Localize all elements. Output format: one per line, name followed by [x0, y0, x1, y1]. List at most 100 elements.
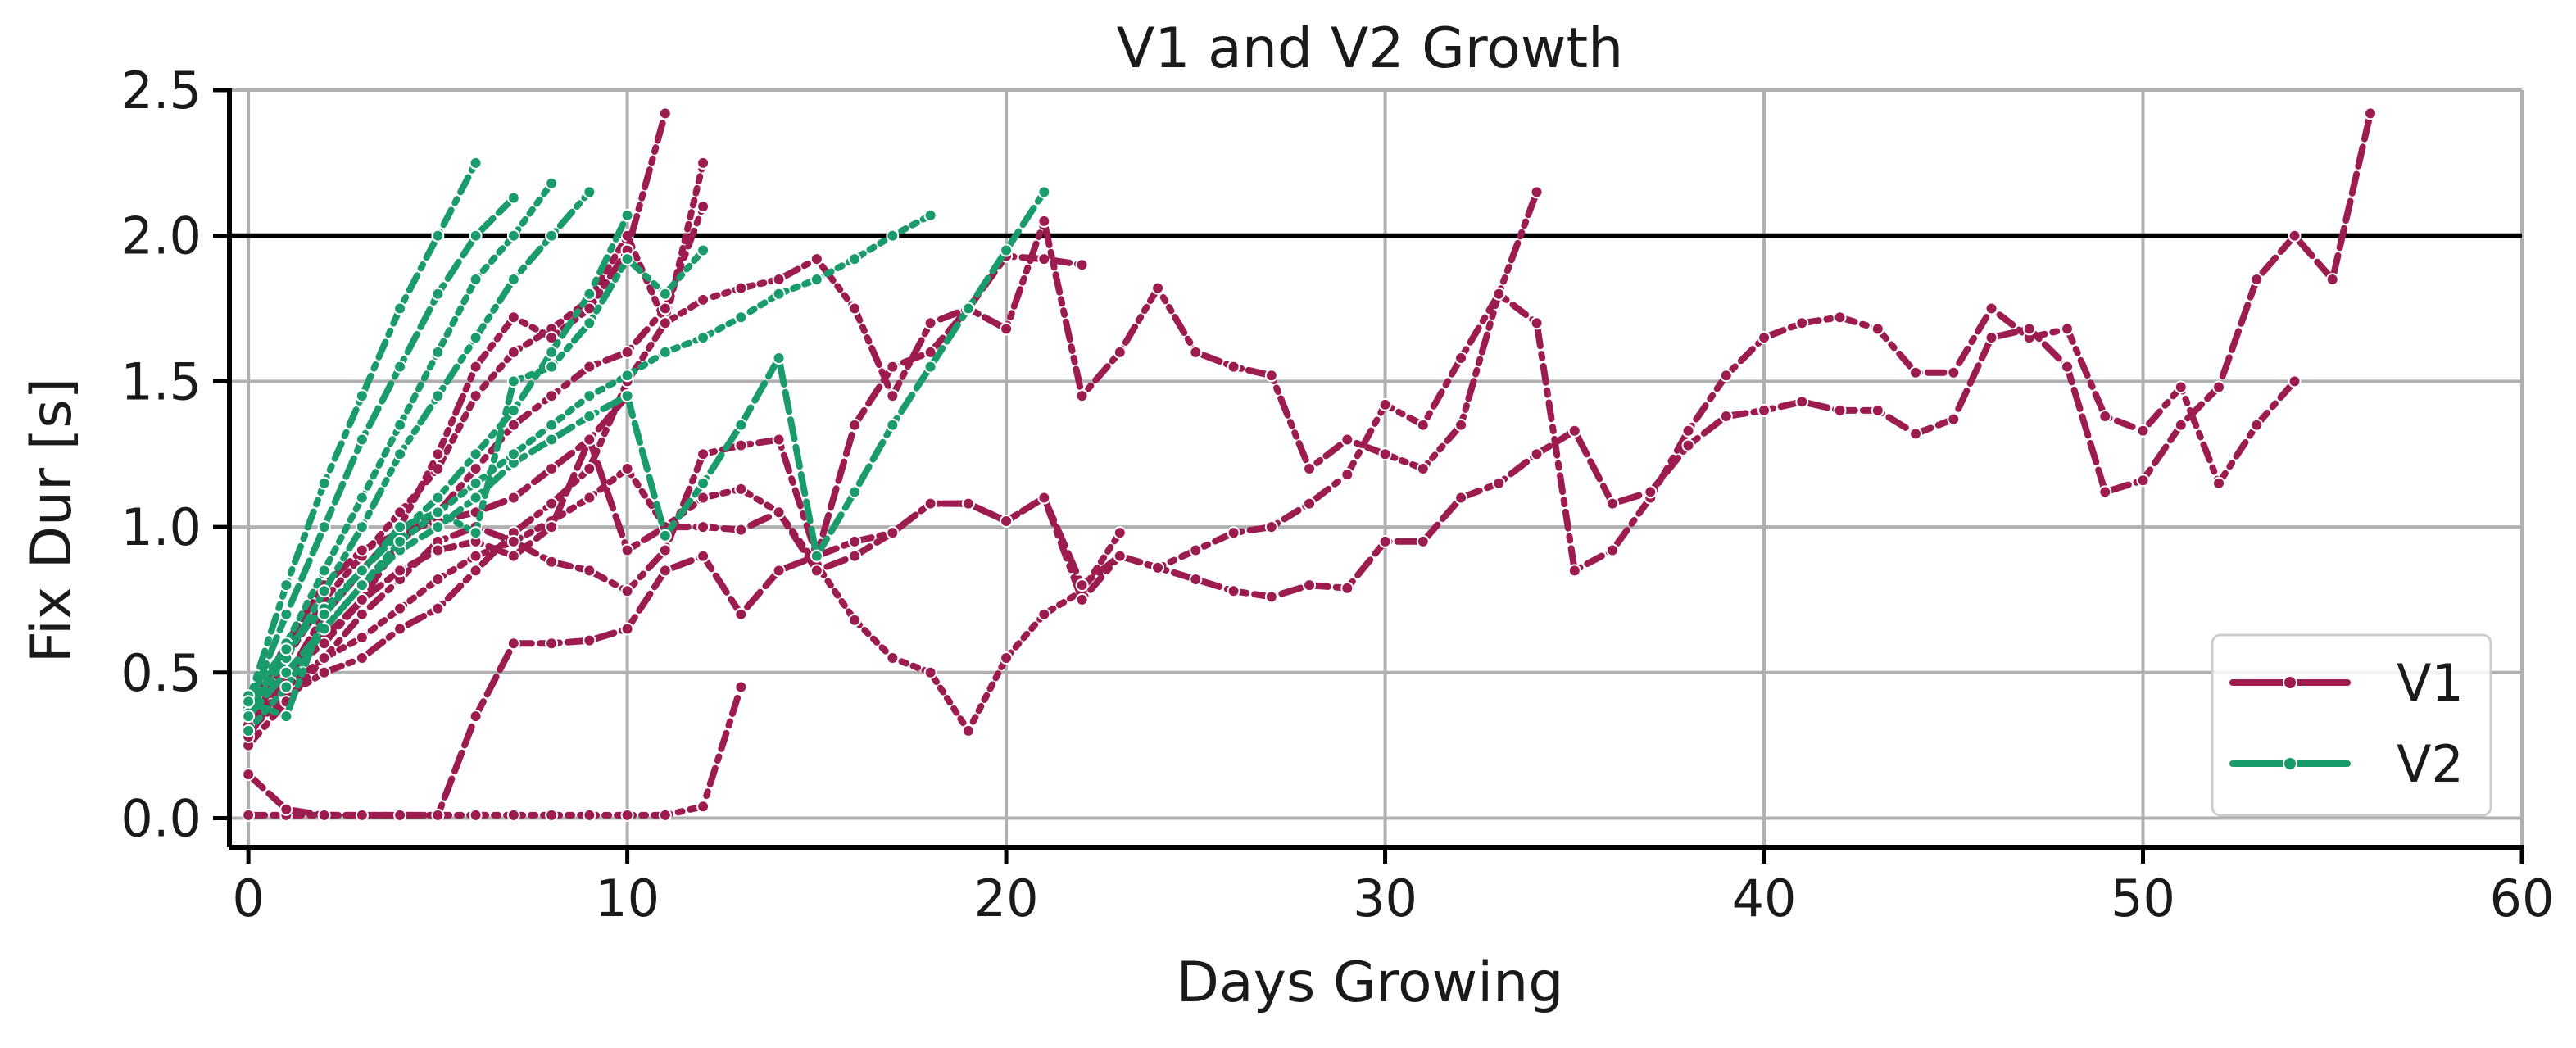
data-point-v2: [431, 345, 445, 359]
data-point-v2: [279, 710, 293, 724]
data-point-v2: [393, 520, 407, 534]
x-tick-label: 30: [1353, 869, 1417, 928]
data-point-v1: [1227, 584, 1240, 598]
data-point-v2: [393, 447, 407, 461]
data-point-v1: [431, 543, 445, 557]
y-tick-label: 2.5: [120, 61, 202, 120]
data-point-v1: [772, 564, 786, 578]
legend: V1 V2: [2211, 633, 2492, 817]
data-point-v2: [848, 252, 862, 266]
y-tick-label: 1.5: [120, 352, 202, 411]
data-point-v2: [923, 360, 937, 374]
data-point-v1: [469, 564, 483, 578]
data-point-v2: [279, 642, 293, 656]
data-point-v2: [469, 476, 483, 490]
data-point-v1: [1113, 345, 1127, 359]
data-point-v2: [279, 578, 293, 592]
data-point-v1: [2212, 380, 2226, 394]
y-tick-label: 0.5: [120, 643, 202, 703]
data-point-v1: [1606, 543, 1620, 557]
data-point-v1: [469, 549, 483, 563]
data-point-v1: [1113, 526, 1127, 540]
data-point-v1: [923, 665, 937, 679]
data-point-v2: [810, 549, 823, 563]
data-point-v2: [620, 208, 634, 222]
data-point-v1: [772, 433, 786, 447]
data-point-v2: [506, 374, 520, 388]
data-point-v2: [545, 433, 559, 447]
data-point-v2: [545, 345, 559, 359]
series-v2-run-8: [242, 243, 710, 724]
data-point-v2: [355, 491, 369, 505]
data-point-v1: [1454, 351, 1468, 365]
data-point-v1: [431, 601, 445, 615]
data-point-v1: [583, 633, 596, 647]
data-point-v1: [2022, 322, 2036, 336]
data-point-v1: [1075, 258, 1089, 272]
data-point-v1: [886, 389, 900, 403]
data-point-v1: [279, 802, 293, 816]
data-point-v1: [1151, 281, 1165, 295]
data-point-v1: [2250, 418, 2264, 432]
data-point-v1: [1264, 520, 1278, 534]
data-point-v2: [506, 191, 520, 205]
data-point-v1: [848, 302, 862, 315]
data-point-v1: [658, 107, 672, 120]
data-point-v2: [431, 229, 445, 243]
y-tick-label: 2.0: [120, 206, 202, 266]
data-point-v2: [506, 273, 520, 286]
data-point-v1: [696, 520, 710, 534]
data-point-v2: [1037, 185, 1051, 199]
data-point-v1: [1189, 345, 1203, 359]
data-point-v1: [1075, 592, 1089, 606]
data-point-v1: [583, 433, 596, 447]
data-point-v1: [1000, 322, 1014, 336]
data-point-v1: [1833, 311, 1847, 324]
data-point-v1: [506, 549, 520, 563]
data-point-v2: [583, 410, 596, 424]
data-point-v2: [696, 331, 710, 345]
y-axis-label: Fix Dur [s]: [20, 378, 84, 663]
data-point-v1: [355, 607, 369, 621]
series-v2-run-1: [242, 156, 483, 709]
data-point-v2: [583, 316, 596, 330]
data-point-v1: [545, 555, 559, 569]
data-point-v1: [469, 462, 483, 475]
data-point-v1: [886, 360, 900, 374]
x-tick-label: 40: [1732, 869, 1797, 928]
data-point-v1: [658, 316, 672, 330]
data-point-v1: [696, 491, 710, 505]
data-point-v1: [734, 438, 748, 452]
data-point-v2: [1000, 243, 1014, 257]
data-point-v1: [2098, 410, 2112, 424]
data-point-v1: [620, 543, 634, 557]
data-point-v1: [810, 252, 823, 266]
legend-label-v1: V1: [2397, 653, 2464, 713]
data-point-v1: [1719, 369, 1733, 383]
data-point-v1: [1871, 403, 1884, 417]
series-group: [242, 107, 2378, 822]
data-point-v2: [545, 418, 559, 432]
data-point-v1: [658, 302, 672, 315]
data-point-v1: [317, 808, 331, 822]
data-point-v1: [2212, 476, 2226, 490]
data-point-v1: [2364, 107, 2378, 120]
data-point-v1: [734, 523, 748, 537]
data-point-v2: [393, 302, 407, 315]
data-point-v1: [1567, 564, 1581, 578]
data-point-v1: [620, 808, 634, 822]
data-point-v1: [1795, 395, 1809, 409]
data-point-v1: [1492, 476, 1506, 490]
data-point-v2: [279, 607, 293, 621]
series-v2-run-7: [242, 208, 937, 737]
data-point-v2: [658, 345, 672, 359]
data-point-v1: [1871, 322, 1884, 336]
data-point-v1: [658, 564, 672, 578]
data-point-v1: [469, 360, 483, 374]
data-point-v1: [317, 665, 331, 679]
data-point-v2: [355, 433, 369, 447]
data-point-v1: [1833, 403, 1847, 417]
data-point-v1: [696, 293, 710, 306]
data-point-v1: [2174, 418, 2188, 432]
data-point-v1: [1303, 578, 1317, 592]
